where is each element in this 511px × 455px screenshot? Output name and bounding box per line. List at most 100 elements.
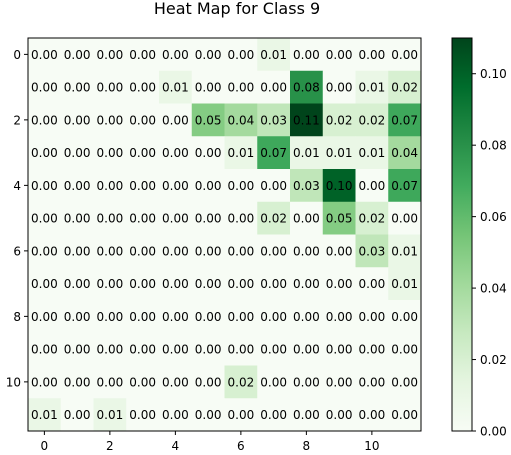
heatmap-cell <box>159 332 193 366</box>
cell-value-label: 0.00 <box>129 212 156 226</box>
heatmap-cell <box>355 103 389 137</box>
cell-value-label: 0.02 <box>359 212 386 226</box>
heatmap-cell <box>224 70 258 104</box>
heatmap-cell <box>257 70 291 104</box>
heatmap-cell <box>126 267 160 301</box>
heatmap-cell <box>355 70 389 104</box>
heatmap-cell <box>224 398 258 432</box>
x-tick-label: 4 <box>172 439 180 453</box>
colorbar-tick-label: 0.04 <box>480 282 507 296</box>
colorbar-tick-label: 0.00 <box>480 425 507 439</box>
heatmap-cell <box>257 267 291 301</box>
cell-value-label: 0.00 <box>97 146 124 160</box>
heatmap-cell <box>159 70 193 104</box>
cell-value-label: 0.02 <box>260 212 287 226</box>
cell-value-label: 0.00 <box>31 212 58 226</box>
cell-value-label: 0.02 <box>326 113 353 127</box>
heatmap-cell <box>191 365 225 399</box>
cell-value-label: 0.00 <box>293 48 320 62</box>
heatmap-cell <box>191 332 225 366</box>
heatmap-cell <box>126 332 160 366</box>
cell-value-label: 0.00 <box>228 277 255 291</box>
heatmap-cell <box>290 332 324 366</box>
cell-value-label: 0.00 <box>129 48 156 62</box>
heatmap-cell <box>28 300 62 334</box>
heatmap-cell <box>126 234 160 268</box>
heatmap-cell <box>93 136 127 170</box>
heatmap-cell <box>93 103 127 137</box>
cell-value-label: 0.00 <box>195 146 222 160</box>
cell-value-label: 0.00 <box>359 310 386 324</box>
cell-value-label: 0.00 <box>260 343 287 357</box>
cell-value-label: 0.00 <box>260 408 287 422</box>
heatmap-cell <box>322 332 356 366</box>
heatmap-cell <box>290 38 324 72</box>
cell-value-label: 0.00 <box>129 81 156 95</box>
cell-value-label: 0.00 <box>64 81 91 95</box>
cell-value-label: 0.00 <box>129 113 156 127</box>
x-tick-label: 8 <box>303 439 311 453</box>
heatmap-cell <box>28 365 62 399</box>
heatmap-cell <box>159 201 193 235</box>
heatmap-cell <box>191 169 225 203</box>
cell-value-label: 0.07 <box>391 113 418 127</box>
cell-value-label: 0.00 <box>97 310 124 324</box>
heatmap-cell <box>224 103 258 137</box>
heatmap-cell <box>159 234 193 268</box>
cell-value-label: 0.00 <box>195 343 222 357</box>
heatmap-cell <box>191 300 225 334</box>
cell-value-label: 0.00 <box>326 375 353 389</box>
heatmap-cell <box>159 365 193 399</box>
heatmap-cell <box>322 103 356 137</box>
cell-value-label: 0.00 <box>359 343 386 357</box>
cell-value-label: 0.01 <box>162 81 189 95</box>
cell-value-label: 0.00 <box>162 212 189 226</box>
heatmap-cell <box>159 169 193 203</box>
cell-value-label: 0.00 <box>228 343 255 357</box>
cell-value-label: 0.01 <box>359 81 386 95</box>
cell-value-label: 0.00 <box>97 212 124 226</box>
heatmap-cell <box>60 70 94 104</box>
heatmap-cell <box>224 365 258 399</box>
colorbar <box>451 37 473 432</box>
heatmap-cell <box>28 332 62 366</box>
cell-value-label: 0.00 <box>64 113 91 127</box>
heatmap-cell <box>257 300 291 334</box>
cell-value-label: 0.00 <box>260 277 287 291</box>
heatmap-cell <box>388 234 422 268</box>
cell-value-label: 0.00 <box>195 244 222 258</box>
heatmap-cell <box>28 38 62 72</box>
heatmap-cell <box>126 201 160 235</box>
cell-value-label: 0.00 <box>326 343 353 357</box>
cell-value-label: 0.00 <box>31 375 58 389</box>
heatmap-cell <box>93 332 127 366</box>
cell-value-label: 0.00 <box>391 48 418 62</box>
plot-frame <box>27 37 422 432</box>
heatmap-cell <box>322 38 356 72</box>
cell-value-label: 0.00 <box>129 375 156 389</box>
heatmap-cell <box>322 136 356 170</box>
cell-value-label: 0.02 <box>391 81 418 95</box>
heatmap-cell <box>191 398 225 432</box>
y-tick-label: 4 <box>13 179 21 193</box>
heatmap-cell <box>257 234 291 268</box>
heatmap-cell <box>191 234 225 268</box>
heatmap-cell <box>224 300 258 334</box>
heatmap-cell <box>126 38 160 72</box>
heatmap-cell <box>224 332 258 366</box>
heatmap-cell <box>93 70 127 104</box>
chart-title: Heat Map for Class 9 <box>154 0 320 18</box>
cell-value-label: 0.00 <box>129 179 156 193</box>
heatmap-cell <box>290 267 324 301</box>
cell-value-label: 0.00 <box>64 48 91 62</box>
colorbar-tick-label: 0.06 <box>480 210 507 224</box>
heatmap-cell <box>355 332 389 366</box>
cell-value-label: 0.00 <box>31 48 58 62</box>
heatmap-cell <box>290 365 324 399</box>
heatmap-cell <box>60 267 94 301</box>
y-tick-label: 10 <box>6 375 21 389</box>
cell-value-label: 0.00 <box>326 244 353 258</box>
cell-value-label: 0.00 <box>293 277 320 291</box>
cell-value-label: 0.00 <box>129 146 156 160</box>
heatmap-cell <box>224 267 258 301</box>
